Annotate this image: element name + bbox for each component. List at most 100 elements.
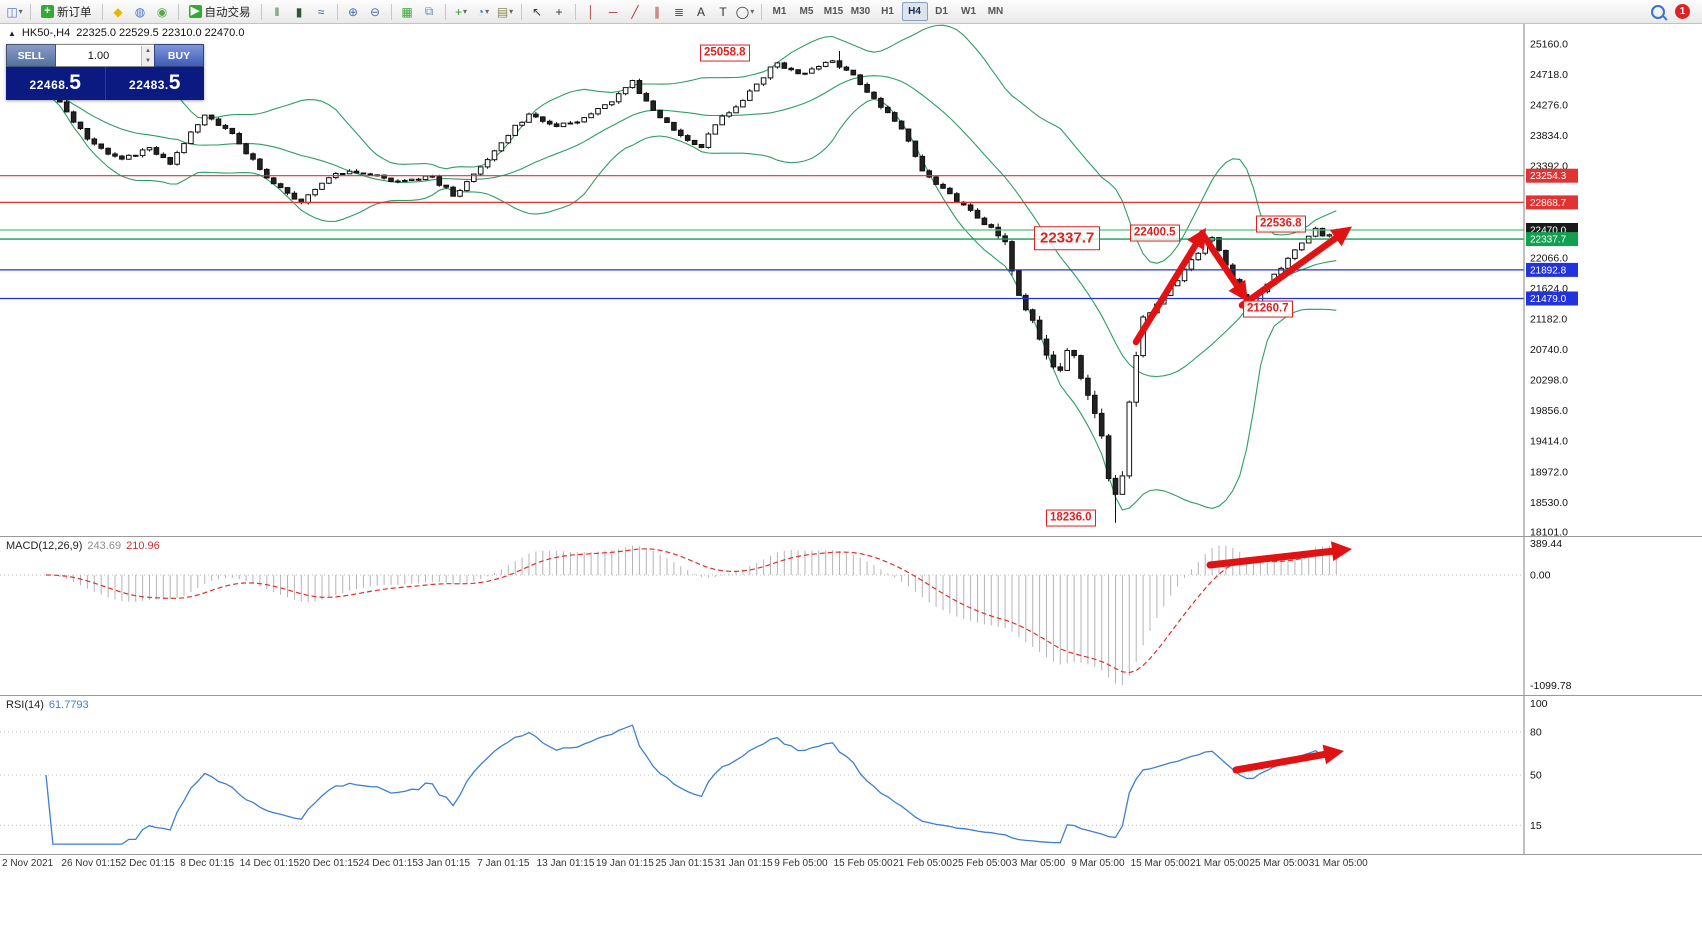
timeframe-d1-button[interactable]: D1	[935, 6, 948, 17]
trend-arrow[interactable]	[1238, 234, 1339, 309]
trendline-icon: ╱	[631, 4, 639, 19]
macd-chart[interactable]: 389.44 0.00 -1099.78	[0, 537, 1702, 695]
line-chart-icon[interactable]: ≈	[311, 2, 332, 22]
new-order-button[interactable]: + 新订单	[36, 2, 97, 22]
price-axis-badge-text: 21892.8	[1530, 265, 1567, 276]
time-axis-label: 13 Jan 01:15	[536, 858, 595, 869]
sell-price-main: 22468.	[29, 78, 70, 92]
timeframe-w1-button[interactable]: W1	[961, 6, 976, 17]
timeframe-h4-button[interactable]: H4	[901, 2, 928, 21]
rsi-value: 61.7793	[48, 699, 89, 711]
arrange-windows-icon[interactable]: ⧉	[419, 2, 440, 22]
macd-axis-label: -1099.78	[1530, 680, 1572, 692]
chart-window-icon[interactable]: ◫ ▾	[4, 2, 25, 22]
buy-price[interactable]: 22483. 5	[104, 67, 205, 100]
volume-up-icon[interactable]: ▲	[142, 45, 154, 56]
hline-icon[interactable]: ─	[603, 2, 624, 22]
indicators-icon[interactable]: + ▾	[451, 2, 472, 22]
timeframe-mn-button[interactable]: MN	[987, 6, 1004, 17]
volume-field[interactable]: 1.00 ▲ ▼	[56, 44, 154, 67]
buy-button[interactable]: BUY	[154, 44, 204, 67]
periods-icon[interactable]: ◔ ▾	[473, 2, 494, 22]
candlesticks-icon[interactable]: ▮	[289, 2, 310, 22]
trend-arrow-head[interactable]	[1322, 744, 1344, 765]
label-icon: T	[719, 4, 727, 19]
time-axis-label: 26 Nov 01:15	[61, 858, 121, 869]
zoom-in-icon[interactable]: ⊕	[343, 2, 364, 22]
fibonacci-icon[interactable]: ≣	[669, 2, 690, 22]
timeframe-m5-button[interactable]: M5	[799, 6, 814, 17]
toolbar-separator	[336, 3, 338, 20]
buy-price-main: 22483.	[129, 78, 169, 92]
toolbar-separator	[101, 3, 103, 20]
time-axis-label: 24 Dec 01:15	[358, 858, 418, 869]
trend-arrow-head[interactable]	[1329, 226, 1352, 247]
price-axis-badge	[1526, 232, 1578, 247]
volume-spinner[interactable]: ▲ ▼	[141, 45, 154, 66]
signals-icon[interactable]: ◉	[152, 2, 173, 22]
timeframe-m1-button[interactable]: M1	[772, 6, 787, 17]
sell-button[interactable]: SELL	[6, 44, 56, 67]
volume-down-icon[interactable]: ▼	[142, 55, 154, 66]
trend-arrow[interactable]	[1206, 547, 1336, 569]
macd-signal-value: 210.96	[126, 540, 160, 552]
shapes-icon[interactable]: ◯ ▾	[735, 2, 756, 22]
dropdown-caret-icon[interactable]: ▾	[750, 7, 755, 16]
market-icon[interactable]: ◍	[130, 2, 151, 22]
dropdown-caret-icon[interactable]: ▾	[463, 7, 468, 16]
time-axis-label: 31 Mar 05:00	[1308, 858, 1368, 869]
trend-arrow[interactable]	[1198, 230, 1241, 289]
dropdown-caret-icon[interactable]: ▾	[509, 7, 514, 16]
toolbar-separator	[177, 3, 179, 20]
macd-pane[interactable]: 389.44 0.00 -1099.78	[0, 537, 1702, 696]
rsi-pane[interactable]: 100 80 50 15	[0, 696, 1702, 855]
chart-icon: ▲	[8, 28, 16, 38]
trend-arrow-head[interactable]	[1331, 541, 1352, 562]
price-chart[interactable]: 25160.024718.024276.023834.023392.022066…	[0, 24, 1702, 536]
search-icon[interactable]	[1651, 4, 1665, 19]
trend-arrow-head[interactable]	[1228, 279, 1248, 302]
price-axis-label: 18530.0	[1530, 497, 1568, 509]
line-chart-icon: ≈	[317, 4, 325, 19]
text-icon[interactable]: A	[691, 2, 712, 22]
time-axis-label: 15 Feb 05:00	[833, 858, 893, 869]
trend-arrow[interactable]	[1132, 241, 1199, 346]
market-icon: ◍	[134, 4, 146, 19]
symbol-title: ▲ HK50-,H4 22325.0 22529.5 22310.0 22470…	[8, 27, 244, 39]
dropdown-caret-icon[interactable]: ▾	[485, 7, 490, 16]
indicators-icon: +	[454, 4, 462, 19]
crosshair-icon[interactable]: +	[549, 2, 570, 22]
notification-badge[interactable]: 1	[1675, 4, 1690, 19]
candlesticks-icon: ▮	[295, 4, 303, 19]
trend-arrow[interactable]	[1232, 750, 1328, 774]
price-axis-badge	[1526, 195, 1578, 210]
timeframe-m30-button[interactable]: M30	[850, 6, 871, 17]
tile-windows-icon: ▦	[401, 4, 413, 19]
trendline-icon[interactable]: ╱	[625, 2, 646, 22]
bollinger-upper-band	[45, 24, 1337, 264]
price-axis-label: 21182.0	[1530, 314, 1567, 326]
tile-windows-icon[interactable]: ▦	[397, 2, 418, 22]
price-axis-label: 18972.0	[1530, 466, 1568, 478]
zoom-out-icon[interactable]: ⊖	[365, 2, 386, 22]
autotrading-button[interactable]: ▶ 自动交易	[184, 2, 256, 22]
time-axis[interactable]: 2 Nov 2021 26 Nov 01:15 2 Dec 01:15 8 Dec 0…	[0, 855, 1702, 875]
vline-icon[interactable]: │	[581, 2, 602, 22]
templates-icon[interactable]: ▤ ▾	[495, 2, 516, 22]
channel-icon[interactable]: ∥	[647, 2, 668, 22]
time-axis-label: 19 Jan 01:15	[596, 858, 654, 869]
sell-price[interactable]: 22468. 5	[6, 67, 105, 100]
timeframe-m15-button[interactable]: M15	[823, 6, 844, 17]
bars-icon[interactable]: ‖	[267, 2, 288, 22]
mql5-wizard-icon[interactable]: ◆	[108, 2, 129, 22]
volume-value[interactable]: 1.00	[87, 49, 110, 62]
rsi-chart[interactable]: 100 80 50 15	[0, 696, 1702, 854]
timeframe-h1-button[interactable]: H1	[881, 6, 894, 17]
label-icon[interactable]: T	[713, 2, 734, 22]
dropdown-caret-icon[interactable]: ▾	[18, 7, 23, 16]
time-axis-label: 9 Mar 05:00	[1071, 858, 1125, 869]
price-pane[interactable]: 25160.0 24718.0 24276.0 23834.0 23392.0 22066…	[0, 24, 1702, 537]
cursor-icon[interactable]: ↖	[527, 2, 548, 22]
toolbar-separator	[760, 3, 762, 20]
toolbar-left: ◫ ▾ + 新订单 ◆ ◍ ◉ ▶ 自动交易 ‖ ▮ ≈ ⊕ ⊖ ▦ ⧉ + ▾ ◔ ▾ ▤ ▾ ↖ + │ ─ ╱ ∥ ≣ A T ◯ ▾ M1…	[4, 2, 1009, 22]
